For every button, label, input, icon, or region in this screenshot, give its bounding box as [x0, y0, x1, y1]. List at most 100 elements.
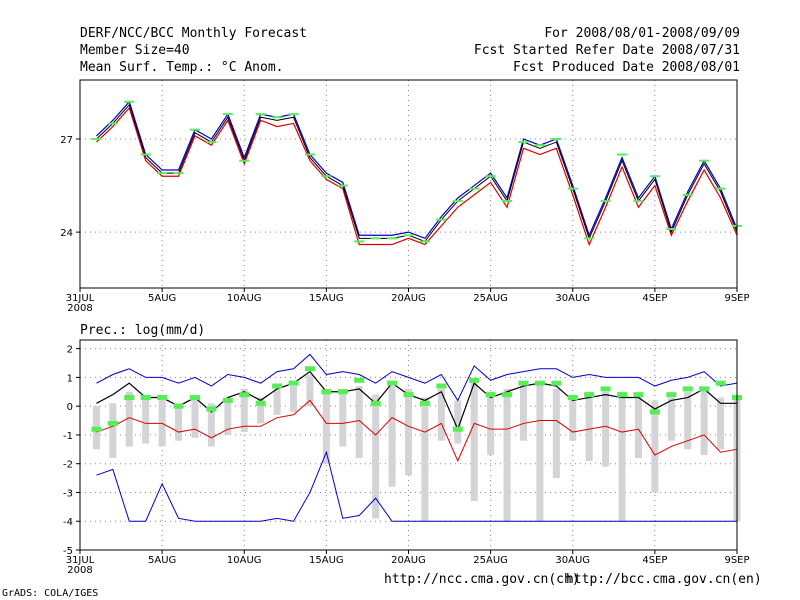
spread-bar-28 [536, 383, 544, 522]
observed-marker-14 [304, 153, 315, 156]
observed-marker-8 [206, 141, 217, 144]
spread-bar-13 [290, 386, 298, 412]
observed-marker-23 [452, 200, 463, 203]
spread-bar-10 [240, 388, 248, 433]
observed-marker-27 [518, 380, 529, 386]
y-tick-label-3: -2 [63, 460, 73, 471]
observed-marker-30 [567, 395, 578, 401]
observed-marker-7 [189, 128, 200, 131]
spread-bar-8 [207, 403, 215, 447]
observed-marker-21 [419, 240, 430, 243]
observed-marker-10 [239, 392, 250, 398]
observed-marker-21 [419, 400, 430, 406]
observed-marker-16 [337, 389, 348, 395]
y-tick-label-2: -3 [63, 488, 73, 499]
y-tick-label-6: 1 [67, 373, 73, 384]
spread-bar-27 [519, 386, 527, 441]
x-tick-label-4: 20AUG [391, 293, 426, 304]
observed-marker-15 [321, 389, 332, 395]
observed-marker-13 [288, 380, 299, 386]
observed-marker-24 [469, 377, 480, 383]
observed-marker-39 [715, 380, 726, 386]
spread-bar-23 [454, 400, 462, 444]
url-ncc: http://ncc.cma.gov.cn(ch) [384, 572, 580, 587]
x-tick-label-8: 9SEP [724, 555, 749, 566]
observed-marker-15 [321, 175, 332, 178]
x-tick-label-1: 5AUG [148, 555, 176, 566]
observed-marker-11 [255, 400, 266, 406]
observed-marker-27 [518, 141, 529, 144]
spread-bar-2 [109, 403, 117, 458]
observed-marker-17 [354, 377, 365, 383]
observed-marker-13 [288, 113, 299, 116]
forecast-period: For 2008/08/01-2008/09/09 [544, 26, 740, 41]
spread-bar-36 [667, 397, 675, 441]
observed-marker-30 [567, 187, 578, 190]
observed-marker-1 [91, 426, 102, 432]
spread-bar-17 [355, 386, 363, 458]
spread-bar-31 [585, 391, 593, 461]
forecast-produced-date: Fcst Produced Date 2008/08/01 [513, 60, 740, 75]
observed-marker-37 [682, 386, 693, 392]
observed-marker-36 [666, 392, 677, 398]
spread-bar-7 [191, 397, 199, 438]
observed-marker-31 [584, 392, 595, 398]
temperature-panel: 31JUL 5AUG 10AUG 15AUG 20AUG 25AUG 30AUG 4SEP 9S… [60, 79, 750, 314]
observed-marker-9 [222, 397, 233, 403]
x-year-label: 2008 [67, 303, 92, 314]
precip-panel-title: Prec.: log(mm/d) [80, 323, 206, 338]
observed-marker-18 [370, 237, 381, 240]
observed-marker-20 [403, 392, 414, 398]
spread-bar-19 [388, 386, 396, 487]
spread-bar-29 [552, 388, 560, 479]
member-size: Member Size=40 [80, 43, 190, 58]
observed-marker-25 [485, 392, 496, 398]
observed-marker-3 [124, 100, 135, 103]
observed-marker-29 [551, 137, 562, 140]
observed-marker-39 [715, 187, 726, 190]
precipitation-panel: 31JUL 5AUG 10AUG 15AUG 20AUG 25AUG 30AUG 4SEP 9S… [63, 339, 750, 576]
spread-bar-39 [717, 397, 725, 450]
spread-bar-9 [224, 397, 232, 435]
observed-marker-7 [189, 395, 200, 401]
x-tick-label-3: 15AUG [309, 293, 344, 304]
observed-marker-38 [699, 386, 710, 392]
series-low-line [96, 399, 738, 463]
observed-marker-11 [255, 113, 266, 116]
spread-bar-15 [322, 388, 330, 464]
observed-marker-5 [157, 172, 168, 175]
observed-marker-12 [272, 116, 283, 119]
observed-marker-4 [140, 153, 151, 156]
spread-bar-18 [372, 394, 380, 519]
series-max-line [96, 353, 738, 402]
y-tick-label-7: 2 [67, 345, 73, 356]
observed-marker-37 [682, 193, 693, 196]
x-tick-label-0: 31JUL [66, 293, 95, 304]
observed-marker-32 [600, 386, 611, 392]
spread-bar-11 [257, 397, 265, 424]
x-tick-label-8: 9SEP [724, 293, 749, 304]
x-tick-label-0: 31JUL [66, 555, 95, 566]
spread-bar-16 [339, 388, 347, 447]
spread-bar-14 [306, 374, 314, 407]
y-tick-label-0: 24 [60, 228, 73, 239]
observed-marker-5 [157, 395, 168, 401]
observed-marker-38 [699, 159, 710, 162]
spread-bar-22 [437, 388, 445, 441]
observed-marker-36 [666, 228, 677, 231]
observed-marker-25 [485, 175, 496, 178]
observed-marker-22 [436, 218, 447, 221]
x-tick-label-4: 20AUG [391, 555, 426, 566]
spread-bar-33 [618, 391, 626, 522]
series-lower-line [96, 106, 738, 247]
y-tick-label-1: 27 [60, 135, 73, 146]
series-mean-line [96, 370, 737, 431]
observed-marker-31 [584, 237, 595, 240]
observed-marker-10 [239, 159, 250, 162]
spread-bar-4 [142, 397, 150, 444]
observed-marker-19 [387, 380, 398, 386]
plot-frame [79, 79, 738, 289]
spread-bar-34 [634, 394, 642, 458]
observed-marker-26 [502, 200, 513, 203]
figure-title: DERF/NCC/BCC Monthly Forecast [80, 26, 307, 41]
